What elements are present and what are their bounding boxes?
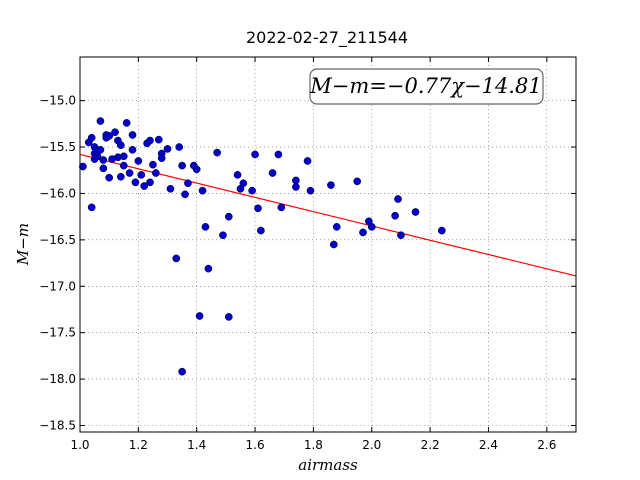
data-point [96,117,105,125]
y-axis-label: M−m [14,223,32,266]
data-point [239,179,248,188]
data-point [87,133,96,142]
data-point [195,312,204,320]
data-point [192,165,201,174]
data-point [125,169,134,177]
data-point [277,203,286,212]
data-point [251,150,259,159]
data-point [119,152,128,161]
data-point [437,226,446,235]
data-point [213,148,221,157]
point-layer [79,117,446,376]
annotation-frame [309,68,544,105]
tick-layer: 1.0 1.2 1.4 1.6 1.8 2.0 2.2 2.4 2.6 −15.0 −15.5 −16… [39,57,576,452]
data-point [411,208,420,216]
data-point [306,186,315,195]
data-point [303,157,312,165]
x-tick-label: 1.6 [246,438,265,452]
x-tick-label: 2.2 [421,438,440,452]
data-point [87,203,96,212]
data-point [146,136,154,145]
x-tick-label: 1.2 [129,438,148,452]
y-tick-label: −18.0 [39,372,76,386]
data-point [327,181,335,189]
data-point [178,161,186,170]
data-point [268,169,277,177]
data-point [122,119,131,127]
data-point [111,128,119,137]
data-point [119,161,128,170]
y-tick-label: −17.0 [39,279,76,293]
data-point [224,212,233,221]
x-axis-label: airmass [298,456,358,474]
data-point [367,223,376,231]
chart-title: 2022-02-27_211544 [246,28,408,48]
y-tick-label: −15.5 [39,140,76,154]
data-point [184,179,192,188]
data-point [79,162,87,171]
data-point [134,157,143,165]
data-point [248,186,256,195]
data-point [353,177,362,186]
y-tick-label: −15.0 [39,94,76,108]
x-tick-label: 1.0 [70,438,89,452]
x-tick-label: 1.8 [304,438,323,452]
x-tick-label: 2.4 [479,438,498,452]
data-point [254,204,262,213]
data-point [154,135,163,144]
data-point [292,176,300,185]
fit-line-layer [79,153,577,277]
data-point [157,154,166,163]
data-point [128,145,137,154]
data-point [99,156,108,164]
data-point [201,223,210,231]
y-tick-label: −16.0 [39,186,76,200]
data-point [204,264,213,273]
data-point [152,169,160,177]
data-point [178,367,186,376]
data-point [149,160,157,169]
data-point [332,223,341,231]
data-point [105,173,114,182]
data-point [198,186,207,195]
data-point [131,178,140,187]
y-tick-label: −17.5 [39,326,76,340]
data-point [292,183,300,191]
x-tick-label: 2.0 [362,438,381,452]
data-point [224,313,233,321]
data-point [359,228,367,237]
plot-frame [79,56,577,433]
fit-equation: M−m=−0.77χ−14.81 [309,74,541,98]
y-tick-label: −18.5 [39,419,76,433]
data-point [181,190,189,199]
data-point [233,171,242,179]
data-point [163,145,172,153]
annotation-box: M−m=−0.77χ−14.81 [309,68,544,105]
y-tick-label: −16.5 [39,233,76,247]
data-point [140,182,149,190]
data-point [137,171,146,179]
data-point [96,145,105,154]
data-point [172,254,181,263]
data-point [219,231,227,240]
data-point [116,141,125,150]
data-point [105,132,114,140]
data-point [397,231,405,240]
data-point [166,184,175,193]
data-point [128,131,137,139]
data-point [274,150,283,159]
data-point [175,143,184,151]
data-point [257,226,265,235]
fit-line [79,153,577,277]
data-point [146,178,154,187]
data-point [394,195,402,203]
x-tick-label: 2.6 [537,438,556,452]
data-point [116,172,125,181]
data-point [99,164,108,173]
grid-layer [79,57,576,432]
data-point [391,211,399,220]
data-point [329,240,338,249]
x-tick-label: 1.4 [187,438,206,452]
